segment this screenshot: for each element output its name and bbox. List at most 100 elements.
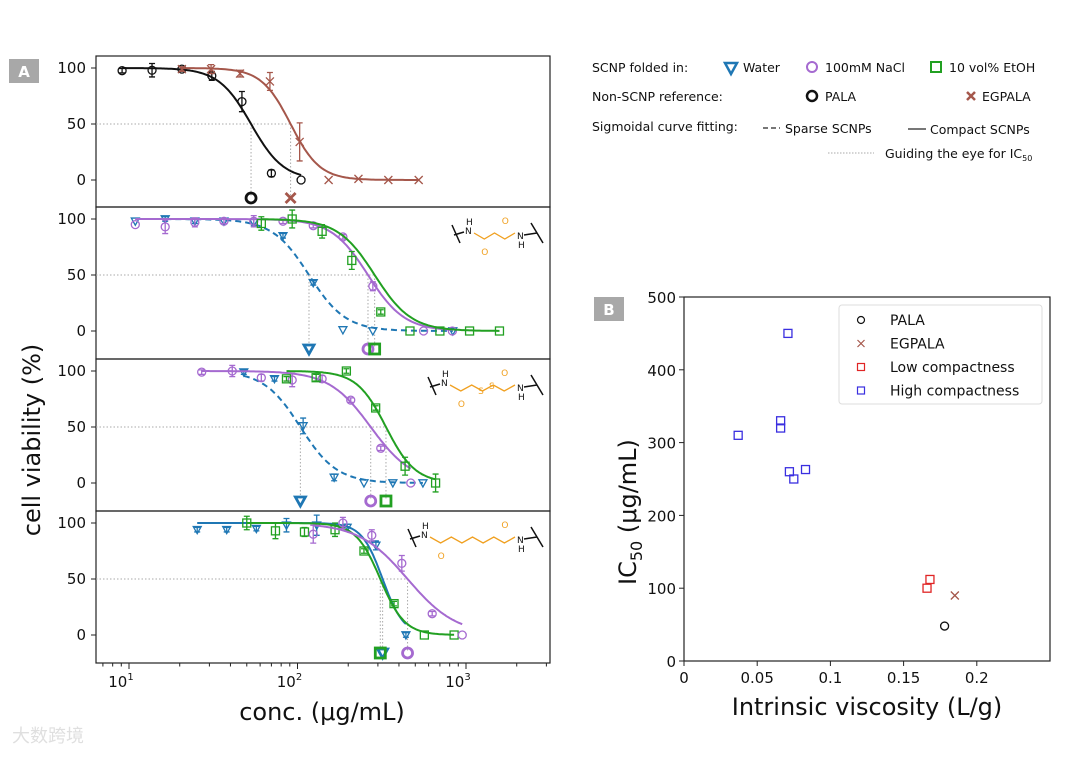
structure-atom-n: N [517,536,524,546]
data-point-10-vol-etoh [317,226,327,236]
error-bar [348,250,355,271]
panel-b-ylabel-main: IC [614,561,642,585]
structure-atom-s: S [489,382,495,392]
error-bar [220,218,227,225]
legend-marker-low-compactness [856,362,866,372]
data-point-water [358,479,370,489]
structure-atom-n: N [421,531,428,541]
data-point-100mm-nacl [278,216,288,226]
structure-atom-o: O [481,248,488,258]
data-point-water [367,327,378,337]
data-point-egpala [265,76,275,86]
plot-frame [683,296,1051,662]
panel-a-label: A [18,63,30,81]
error-bar [301,526,308,538]
error-bar [258,373,265,382]
data-point-water [329,473,340,483]
data-point-water [251,524,262,534]
data-point-high-compactness [800,464,811,475]
structure-atom-n: N [441,379,448,389]
legend-egpala: EGPALA [982,89,1031,104]
data-point-10-vol-etoh [359,546,369,556]
ic50-marker-water [301,343,317,357]
legend-egpala-marker-icon [966,91,976,101]
y-tick-label: 300 [647,435,676,453]
data-point-egpala [235,69,245,79]
data-point-10-vol-etoh [287,214,297,224]
data-point-10-vol-etoh [270,526,281,536]
legend-label-egpala: EGPALA [890,337,945,353]
data-point-100mm-nacl [346,395,356,405]
y-tick-label: 100 [647,580,676,598]
error-bar [162,219,169,235]
x-tick-exponent: 1 [127,672,133,683]
error-bar [398,554,405,572]
data-point-100mm-nacl [457,630,467,640]
watermark: 大数跨境 [12,726,84,747]
y-tick-label: 50 [67,570,86,588]
error-bar [268,169,275,178]
data-point-water [238,368,249,378]
data-point-100mm-nacl [376,443,386,453]
structure-bond-right [523,526,544,548]
y-tick-label: 100 [57,362,86,380]
data-point-10-vol-etoh [435,326,445,336]
structure-atom-s: S [478,387,484,397]
legend-pala-marker-icon [805,89,819,103]
ic50-marker-pala [244,191,258,205]
y-tick-label: 0 [666,653,676,671]
panel-a-xlabel: conc. (μg/mL) [239,698,405,726]
legend-row2-title: Non-SCNP reference: [592,89,723,104]
y-tick-label: 100 [57,59,86,77]
data-point-water [417,479,429,489]
legend-guide-sub: 50 [1022,154,1032,163]
legend-marker-high-compactness [856,386,866,395]
data-point-water [221,525,232,536]
data-point-10-vol-etoh [347,255,357,266]
data-point-pala [266,168,277,178]
data-point-10-vol-etoh [376,307,386,317]
x-tick-base: 10 [277,673,296,691]
y-tick-label: 50 [67,266,86,284]
ic50-marker-10-vol-etoh [368,342,382,356]
data-point-egpala [324,175,334,185]
data-point-egpala [295,137,305,147]
panel-b-ylabel-sub: 50 [627,541,646,561]
structure-atom-n: N [517,384,524,394]
data-point-pala [939,621,950,631]
data-point-pala [177,64,187,74]
error-bar [271,375,278,382]
x-tick-label: 0.15 [887,669,920,687]
legend-row1-title: SCNP folded in: [592,60,688,75]
subplot-frame [95,55,551,208]
data-point-10-vol-etoh [400,461,410,471]
error-bar [272,522,279,540]
error-bar [372,405,379,411]
structure-bond-right [523,374,544,396]
fit-curve-pala [122,67,302,177]
data-point-100mm-nacl [317,374,327,384]
data-point-egpala [414,175,424,185]
data-point-high-compactness [783,328,793,339]
data-point-10-vol-etoh [242,518,252,528]
legend-pala: PALA [825,89,857,104]
legend-sparse: Sparse SCNPs [785,121,872,136]
y-tick-label: 100 [57,210,86,228]
data-point-pala [207,71,217,81]
data-point-water [277,231,289,242]
structure-chain [429,536,516,544]
data-point-water [269,374,280,385]
legend-label-pala: PALA [890,313,925,329]
legend-box [838,304,1043,405]
data-point-100mm-nacl [219,216,229,226]
data-point-100mm-nacl [397,558,407,568]
error-bar [429,610,436,617]
panel-a-ylabel: cell viability (%) [18,344,46,537]
structure-bond-left [451,224,465,244]
data-point-water [308,278,319,289]
structure-bond-left [407,528,421,548]
